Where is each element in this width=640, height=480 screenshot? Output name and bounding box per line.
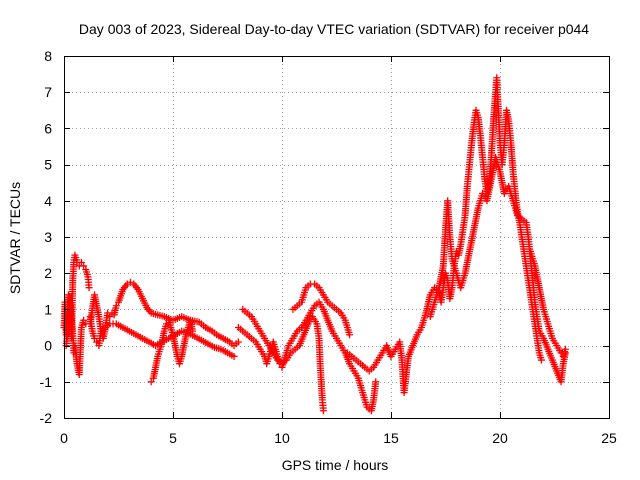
data-point: [85, 284, 93, 292]
data-point: [346, 331, 354, 339]
y-tick-label: 3: [44, 229, 52, 245]
x-tick-label: 10: [274, 430, 290, 446]
data-point: [77, 258, 85, 266]
y-axis-ticks: -2 -1 0 1 2 3 4 5 6 7 8: [40, 48, 609, 426]
y-tick-label: 0: [44, 338, 52, 354]
data-point: [112, 302, 120, 310]
data-point: [80, 262, 88, 270]
series-track: [289, 280, 354, 339]
y-axis-label: SDTVAR / TECUs: [7, 182, 23, 294]
y-tick-label: 2: [44, 265, 52, 281]
data-point: [147, 378, 155, 386]
y-tick-label: -1: [40, 374, 53, 390]
series-track: [527, 247, 569, 360]
series-track: [343, 74, 545, 397]
x-tick-label: 5: [169, 430, 177, 446]
chart-title: Day 003 of 2023, Sidereal Day-to-day VTE…: [79, 21, 589, 37]
x-tick-label: 20: [492, 430, 508, 446]
series-track: [60, 251, 93, 342]
data-point: [234, 338, 242, 346]
data-point: [106, 313, 114, 321]
data-point: [189, 327, 197, 335]
data-point: [372, 378, 380, 386]
x-axis-ticks: 0 5 10 15 20 25: [60, 56, 617, 446]
series-track: [426, 153, 569, 386]
series-track: [86, 313, 238, 360]
data-point: [537, 356, 545, 364]
data-points: [60, 74, 569, 415]
y-tick-label: 6: [44, 120, 52, 136]
series-track: [147, 316, 197, 386]
x-axis-label: GPS time / hours: [282, 457, 389, 473]
data-point: [80, 316, 88, 324]
x-tick-label: 15: [383, 430, 399, 446]
y-tick-label: 5: [44, 157, 52, 173]
y-tick-label: -2: [40, 410, 53, 426]
x-tick-label: 25: [601, 430, 617, 446]
y-tick-label: 7: [44, 84, 52, 100]
data-point: [230, 352, 238, 360]
series-track: [234, 298, 380, 415]
x-tick-label: 0: [60, 430, 68, 446]
series-track: [239, 305, 327, 415]
y-tick-label: 1: [44, 301, 52, 317]
y-tick-label: 8: [44, 48, 52, 64]
data-point: [319, 407, 327, 415]
data-point: [561, 345, 569, 353]
y-tick-label: 4: [44, 193, 52, 209]
